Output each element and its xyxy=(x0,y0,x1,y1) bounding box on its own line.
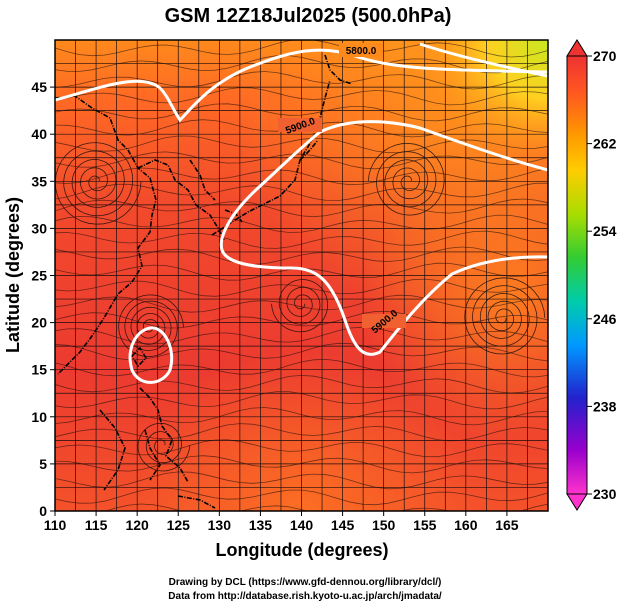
y-tick-label: 10 xyxy=(31,409,47,425)
latitude-ticks: 0 5 10 15 20 25 30 35 40 45 xyxy=(31,79,55,519)
credit-data: Data from http://database.rish.kyoto-u.a… xyxy=(168,591,442,602)
y-tick-label: 45 xyxy=(31,79,47,95)
y-tick-label: 25 xyxy=(31,268,47,284)
x-tick-label: 145 xyxy=(331,517,355,533)
streamline xyxy=(137,422,191,472)
colorbar-bottom-triangle xyxy=(566,493,588,511)
y-tick-label: 5 xyxy=(39,456,47,472)
x-tick-label: 140 xyxy=(290,517,314,533)
colorbar-tick-label: 246 xyxy=(593,311,617,327)
x-tick-label: 120 xyxy=(125,517,149,533)
x-tick-label: 150 xyxy=(372,517,396,533)
streamline xyxy=(118,294,184,358)
x-axis-label: Longitude (degrees) xyxy=(215,540,388,560)
x-tick-label: 160 xyxy=(454,517,478,533)
streamline xyxy=(464,277,546,355)
colorbar-tick-label: 270 xyxy=(593,48,617,64)
colorbar-tick-label: 238 xyxy=(593,398,617,414)
y-axis-label: Latitude (degrees) xyxy=(3,197,23,353)
contour-label: 5800.0 xyxy=(346,46,377,57)
x-tick-label: 115 xyxy=(85,517,108,533)
x-tick-label: 155 xyxy=(413,517,437,533)
longitude-ticks: 110 115 120 125 130 135 140 145 150 155 160 165 xyxy=(44,511,519,533)
colorbar-top-triangle xyxy=(566,39,588,57)
y-tick-label: 35 xyxy=(31,173,47,189)
x-tick-label: 165 xyxy=(495,517,519,533)
colorbar-body xyxy=(566,55,588,495)
x-tick-label: 130 xyxy=(208,517,232,533)
streamline xyxy=(367,142,445,216)
grid-lines xyxy=(55,40,548,511)
figure-title: GSM 12Z18Jul2025 (500.0hPa) xyxy=(165,5,452,27)
y-tick-label: 0 xyxy=(39,503,47,519)
x-tick-label: 110 xyxy=(44,517,67,533)
colorbar: 230 238 246 254 262 270 xyxy=(566,39,617,511)
y-tick-label: 15 xyxy=(31,362,47,378)
map-plot: 5800.0 5900.0 5900.0 xyxy=(55,40,548,511)
y-tick-label: 30 xyxy=(31,220,47,236)
x-tick-label: 135 xyxy=(249,517,273,533)
colorbar-tick-label: 230 xyxy=(593,486,617,502)
x-tick-label: 125 xyxy=(167,517,191,533)
credit-drawing: Drawing by DCL (https://www.gfd-dennou.o… xyxy=(169,577,442,588)
colorbar-tick-label: 262 xyxy=(593,136,617,152)
y-tick-label: 40 xyxy=(31,126,47,142)
y-tick-label: 20 xyxy=(31,315,47,331)
colorbar-tick-label: 254 xyxy=(593,223,617,239)
geopotential-contours xyxy=(55,42,548,384)
